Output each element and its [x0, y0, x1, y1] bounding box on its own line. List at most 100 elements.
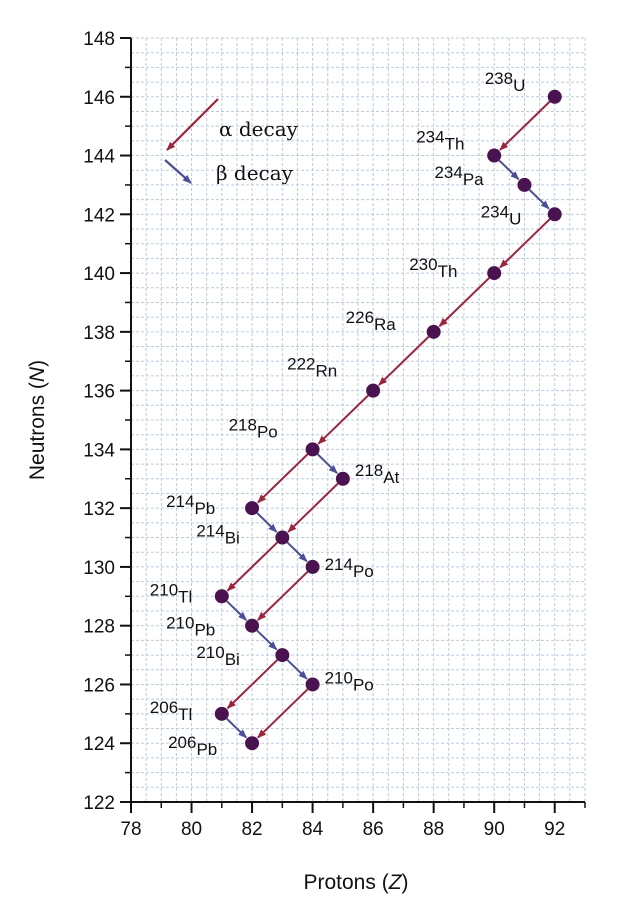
alpha-decay-arrow — [499, 218, 551, 269]
alpha-decay-arrow — [257, 453, 309, 504]
x-tick-label: 78 — [120, 819, 141, 840]
element-symbol: U — [513, 76, 525, 95]
isotope-labels: 238U234Th234Pa234U230Th226Ra222Rn218Po21… — [150, 69, 526, 759]
y-tick-label: 138 — [83, 323, 115, 344]
isotope-point — [547, 207, 562, 222]
y-tick-label: 146 — [83, 88, 115, 109]
isotope-points — [214, 89, 562, 751]
legend-beta-arrow — [164, 159, 192, 184]
y-tick-label: 128 — [83, 617, 115, 638]
element-symbol: Po — [353, 675, 374, 694]
mass-number: 206 — [150, 698, 178, 717]
alpha-decay-arrow — [317, 394, 369, 445]
beta-decay-arrow — [226, 718, 248, 739]
isotope-point — [245, 736, 260, 751]
element-symbol: Th — [438, 262, 458, 281]
beta-decay-arrow — [286, 659, 308, 680]
element-symbol: Po — [353, 562, 374, 581]
isotope-label: 238U — [485, 69, 526, 95]
x-tick-label: 82 — [241, 819, 262, 840]
legend-alpha-arrow — [166, 98, 219, 151]
isotope-point — [547, 89, 562, 104]
mass-number: 210 — [196, 643, 224, 662]
legend-beta-label: β decay — [216, 161, 294, 185]
y-tick-label: 126 — [83, 675, 115, 696]
isotope-label: 206Tl — [150, 698, 193, 724]
isotope-label: 226Ra — [346, 308, 397, 334]
y-tick-label: 144 — [83, 147, 115, 168]
isotope-label: 234Pa — [434, 163, 484, 189]
mass-number: 214 — [196, 522, 224, 541]
x-tick-label: 90 — [484, 819, 505, 840]
element-symbol: Bi — [225, 529, 240, 548]
isotope-label: 230Th — [409, 255, 457, 281]
beta-decay-arrow — [256, 512, 278, 533]
mass-number: 214 — [325, 555, 353, 574]
isotope-label: 210Bi — [196, 643, 240, 669]
isotope-label: 214Bi — [196, 522, 240, 548]
isotope-label: 234Th — [416, 128, 464, 154]
x-tick-label: 84 — [302, 819, 324, 840]
decay-arrows — [226, 100, 551, 739]
element-symbol: Pb — [194, 621, 215, 640]
legend: α decay β decay — [164, 98, 299, 185]
mass-number: 210 — [166, 614, 194, 633]
element-symbol: Pb — [196, 740, 217, 759]
mass-number: 226 — [346, 308, 374, 327]
grid — [130, 37, 586, 803]
y-tick-label: 136 — [83, 382, 115, 403]
alpha-decay-arrow — [438, 277, 490, 327]
isotope-point — [305, 559, 320, 574]
isotope-point — [245, 618, 260, 633]
mass-number: 238 — [485, 69, 513, 88]
isotope-point — [305, 677, 320, 692]
isotope-label: 214Po — [325, 555, 374, 581]
isotope-label: 218Po — [229, 415, 278, 441]
alpha-decay-arrow — [257, 571, 309, 621]
isotope-point — [214, 589, 229, 604]
element-symbol: Bi — [225, 650, 240, 669]
alpha-decay-arrow — [378, 336, 430, 386]
isotope-label: 222Rn — [287, 355, 337, 381]
beta-decay-arrow — [528, 189, 550, 210]
element-symbol: Tl — [178, 705, 192, 724]
axes: 78 80 82 84 86 88 90 92 122 124 126 128 130 132 134 136… — [83, 29, 586, 840]
isotope-point — [335, 471, 350, 486]
isotope-label: 218At — [355, 461, 400, 487]
isotope-label: 210Tl — [150, 580, 193, 606]
y-tick-label: 148 — [83, 29, 115, 50]
y-tick-label: 142 — [83, 205, 115, 226]
alpha-decay-arrow — [226, 541, 279, 592]
isotope-label: 210Po — [325, 668, 374, 694]
mass-number: 206 — [168, 733, 196, 752]
element-symbol: Th — [445, 135, 465, 154]
beta-decay-arrow — [316, 453, 338, 474]
isotope-point — [487, 266, 502, 281]
beta-decay-arrow — [498, 159, 520, 181]
beta-decay-arrow — [226, 600, 248, 621]
mass-number: 218 — [355, 461, 383, 480]
element-symbol: Ra — [374, 315, 396, 334]
isotope-point — [275, 648, 290, 663]
y-tick-label: 130 — [83, 558, 115, 579]
y-tick-label: 132 — [83, 499, 115, 520]
element-symbol: Pb — [194, 499, 215, 518]
element-symbol: Rn — [316, 362, 338, 381]
isotope-point — [275, 530, 290, 545]
isotope-point — [426, 324, 441, 339]
x-tick-label: 92 — [544, 819, 565, 840]
isotope-label: 214Pb — [166, 492, 215, 518]
isotope-label: 210Pb — [166, 614, 215, 640]
mass-number: 210 — [325, 668, 353, 687]
mass-number: 234 — [481, 202, 509, 221]
isotope-point — [487, 148, 502, 163]
element-symbol: Tl — [178, 587, 192, 606]
x-tick-label: 86 — [363, 819, 384, 840]
mass-number: 210 — [150, 580, 178, 599]
isotope-point — [305, 442, 320, 457]
legend-alpha-label: α decay — [219, 117, 299, 141]
y-tick-label: 140 — [83, 264, 115, 285]
beta-decay-arrow — [256, 629, 278, 651]
alpha-decay-arrow — [499, 100, 551, 151]
